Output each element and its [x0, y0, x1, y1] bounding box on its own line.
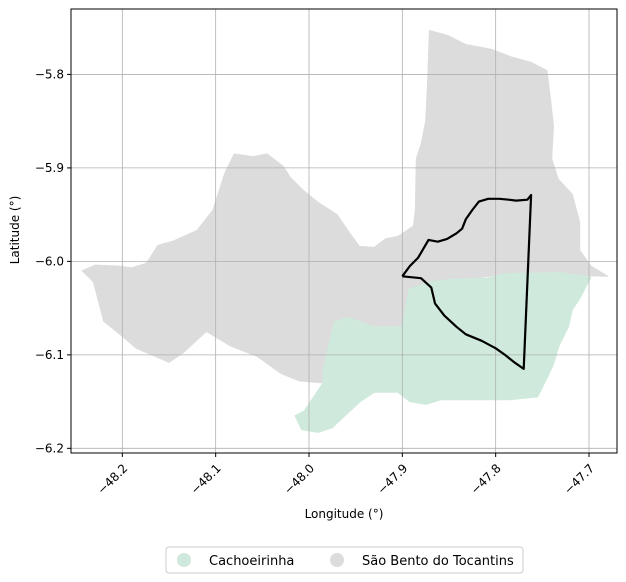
x-axis-label: Longitude (°): [305, 507, 384, 521]
grid-layer: [71, 9, 617, 453]
y-tick-label: −5.9: [35, 161, 64, 175]
plot-frame: [70, 8, 618, 454]
y-tick-label: −5.8: [35, 67, 64, 81]
y-axis-label: Latitude (°): [8, 196, 22, 265]
legend: Cachoeirinha São Bento do Tocantins: [165, 546, 524, 574]
legend-marker: [330, 553, 344, 567]
y-tick-label: −6.0: [35, 254, 64, 268]
x-tick-label: −47.7: [561, 461, 597, 497]
legend-label: Cachoeirinha: [209, 554, 294, 569]
y-tick-label: −6.1: [35, 348, 64, 362]
x-tick-label: −48.0: [281, 461, 317, 497]
legend-label: São Bento do Tocantins: [362, 554, 514, 569]
region-cachoeirinha: [294, 272, 592, 433]
x-tick-label: −47.8: [468, 461, 504, 497]
x-tick-label: −47.9: [375, 461, 411, 497]
boundary-outline: [401, 193, 533, 370]
legend-box: [165, 546, 524, 574]
x-tick-label: −48.1: [188, 461, 224, 497]
y-tick-label: −6.2: [35, 441, 64, 455]
outline-layer: [401, 193, 533, 370]
x-tick-label: −48.2: [95, 461, 131, 497]
legend-marker: [177, 553, 191, 567]
